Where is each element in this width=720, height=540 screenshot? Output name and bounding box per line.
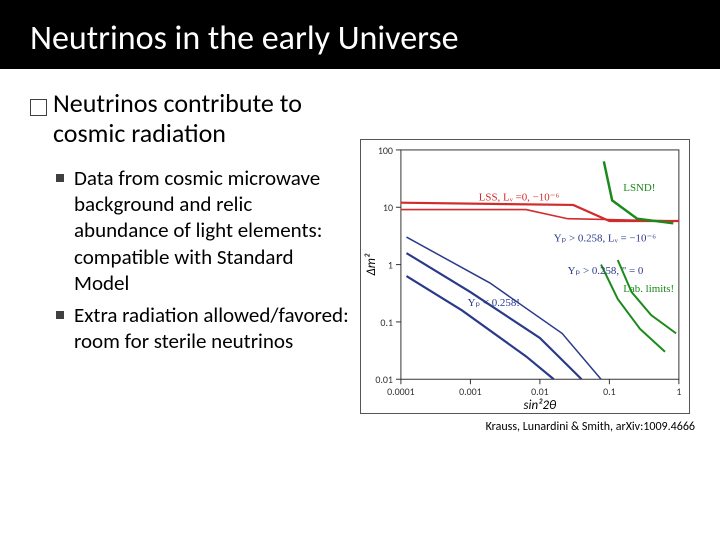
chart-svg: LSS, Lᵥ =0, −10⁻⁶ LSND! Yₚ > 0.258, Lᵥ = −… [361, 140, 689, 413]
svg-text:10: 10 [383, 202, 393, 214]
svg-text:0.01: 0.01 [531, 386, 549, 398]
svg-text:1: 1 [388, 260, 393, 272]
exclusion-plot: LSS, Lᵥ =0, −10⁻⁶ LSND! Yₚ > 0.258, Lᵥ = −… [360, 139, 690, 414]
left-column: Neutrinos contribute to cosmic radiation… [30, 89, 360, 434]
svg-text:LSND!: LSND! [623, 182, 655, 194]
main-bullet-text: Neutrinos contribute to cosmic radiation [53, 89, 350, 149]
svg-text:0.001: 0.001 [459, 386, 482, 398]
slide-title: Neutrinos in the early Universe [0, 0, 720, 69]
svg-text:LSS, Lᵥ =0, −10⁻⁶: LSS, Lᵥ =0, −10⁻⁶ [479, 191, 560, 203]
svg-text:Yₚ < 0.258!: Yₚ < 0.258! [468, 297, 520, 309]
svg-text:1: 1 [676, 386, 681, 398]
checkbox-icon [30, 99, 47, 116]
svg-text:0.0001: 0.0001 [387, 386, 415, 398]
sub-bullet-text: Data from cosmic microwave background an… [74, 165, 350, 296]
svg-text:Δm²: Δm² [364, 253, 379, 276]
svg-text:Yₚ > 0.258, " = 0: Yₚ > 0.258, " = 0 [568, 265, 644, 277]
sub-bullet-item: Data from cosmic microwave background an… [56, 165, 350, 296]
sub-bullet-item: Extra radiation allowed/favored: room fo… [56, 302, 350, 355]
svg-text:100: 100 [378, 145, 393, 157]
sub-bullet-list: Data from cosmic microwave background an… [30, 165, 350, 355]
square-bullet-icon [56, 174, 64, 182]
svg-text:0.01: 0.01 [375, 374, 393, 386]
svg-text:0.1: 0.1 [380, 317, 393, 329]
svg-text:Lab. limits!: Lab. limits! [623, 283, 674, 295]
main-bullet: Neutrinos contribute to cosmic radiation [30, 89, 350, 149]
citation-text: Krauss, Lunardini & Smith, arXiv:1009.46… [486, 420, 700, 434]
right-column: LSS, Lᵥ =0, −10⁻⁶ LSND! Yₚ > 0.258, Lᵥ = −… [360, 89, 700, 434]
svg-text:0.1: 0.1 [603, 386, 616, 398]
svg-text:sin²2θ: sin²2θ [524, 398, 557, 413]
svg-text:Yₚ > 0.258, Lᵥ = −10⁻⁶: Yₚ > 0.258, Lᵥ = −10⁻⁶ [554, 233, 656, 245]
sub-bullet-text: Extra radiation allowed/favored: room fo… [74, 302, 350, 355]
square-bullet-icon [56, 311, 64, 319]
content-area: Neutrinos contribute to cosmic radiation… [0, 69, 720, 434]
